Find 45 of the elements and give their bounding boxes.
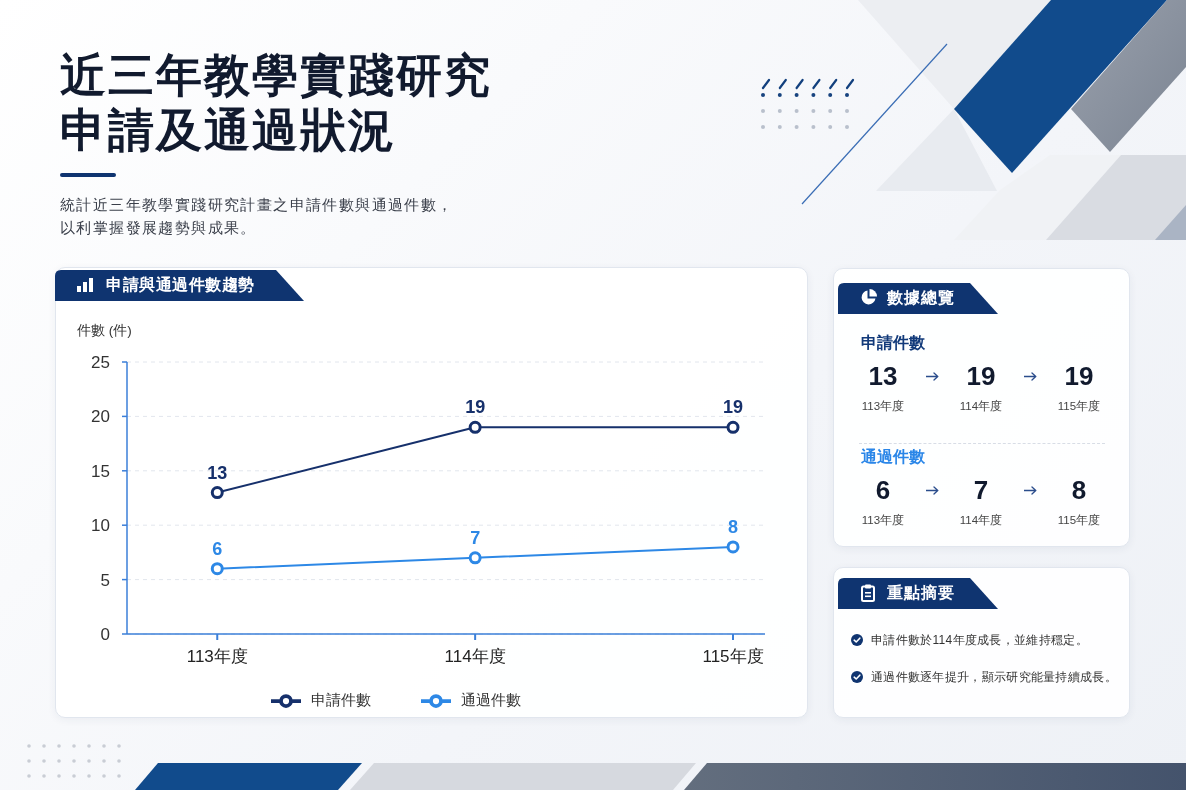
data-label: 19 [723,397,744,418]
category-label: 115年度 [1057,514,1101,526]
data-label: 13 [868,361,898,391]
text: 統計近三年教學實踐研究計畫之申請件數與通過件數，以利掌握發展趨勢與成果。 [60,196,454,236]
chart-title: 申請與通過件數趨勢 [106,276,255,293]
y-tick-label: 5 [100,570,110,590]
text: 近三年教學實踐研究申請及通過狀況 [60,49,492,156]
y-axis-title: 件數 (件) [77,323,132,338]
point [726,540,740,554]
data-label: 6 [875,475,891,505]
text: 通過件數逐年提升，顯示研究能量持續成長。 [871,670,1117,684]
text: 申請件數於114年度成長，並維持穩定。 [871,633,1088,647]
series-label: 申請件數 [861,334,925,351]
data-label: 8 [728,516,739,537]
y-tick-label: 0 [100,625,110,645]
point [468,420,482,434]
point [468,551,482,565]
data-label: 19 [465,397,486,418]
category-label: 113年度 [861,514,905,526]
data-label: 7 [470,527,481,548]
category-label: 115年度 [1057,400,1101,412]
y-tick-label: 20 [91,407,110,427]
point [726,420,740,434]
data-label: 8 [1071,475,1087,505]
data-label: 7 [973,475,989,505]
x-tick-label: 115年度 [702,647,764,667]
y-tick-label: 25 [91,353,110,373]
data-label: 19 [966,361,996,391]
point [210,486,224,500]
category-label: 114年度 [959,514,1003,526]
data-label: 13 [207,462,228,483]
data-label: 6 [212,538,223,559]
text: 重點摘要 [887,584,955,601]
x-tick-label: 114年度 [444,647,506,667]
point [210,562,224,576]
x-tick-label: 113年度 [186,647,248,667]
text: 數據總覽 [887,289,955,306]
y-tick-label: 15 [91,461,110,481]
legend-label: 通過件數 [461,691,521,709]
category-label: 113年度 [861,400,905,412]
y-tick-label: 10 [91,516,110,536]
category-label: 114年度 [959,400,1003,412]
data-label: 19 [1064,361,1094,391]
text: 通過件數 [861,448,925,465]
legend-label: 申請件數 [311,691,371,709]
